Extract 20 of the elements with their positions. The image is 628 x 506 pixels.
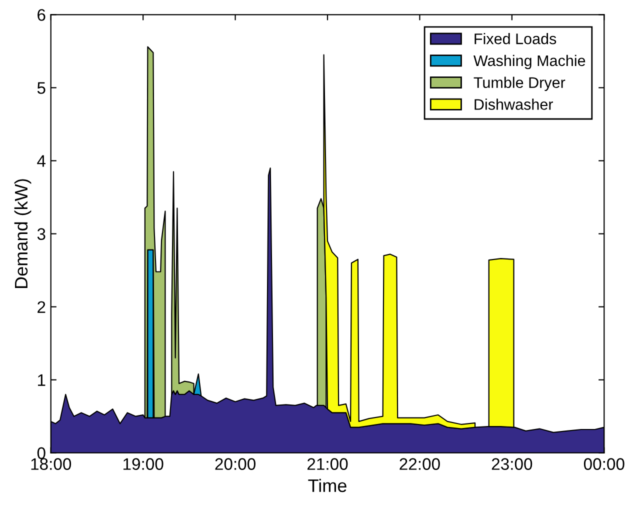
x-tick-label: 22:00 xyxy=(400,458,440,470)
x-tick-label: 00:00 xyxy=(584,458,624,470)
legend-label: Tumble Dryer xyxy=(474,76,566,92)
x-axis-title: Time xyxy=(308,478,346,492)
legend-label: Dishwasher xyxy=(474,98,554,110)
y-tick-label: 5 xyxy=(37,82,46,94)
legend-label: Fixed Loads xyxy=(474,33,556,44)
y-tick-label: 2 xyxy=(38,301,46,313)
x-tick-label: 19:00 xyxy=(124,458,164,470)
x-tick-label: 20:00 xyxy=(215,458,256,470)
x-tick-label: 18:00 xyxy=(31,458,72,470)
y-tick-label: 3 xyxy=(37,228,46,240)
y-tick-label: 1 xyxy=(38,374,46,386)
x-tick-label: 21:00 xyxy=(307,458,348,470)
y-axis-title: Demand (kW) xyxy=(14,179,32,288)
x-tick-label: 23:00 xyxy=(492,458,532,470)
y-tick-label: 0 xyxy=(37,447,46,460)
legend-label: Washing Machie xyxy=(474,54,586,70)
y-tick-label: 4 xyxy=(37,155,46,167)
y-tick-label: 6 xyxy=(38,9,46,21)
